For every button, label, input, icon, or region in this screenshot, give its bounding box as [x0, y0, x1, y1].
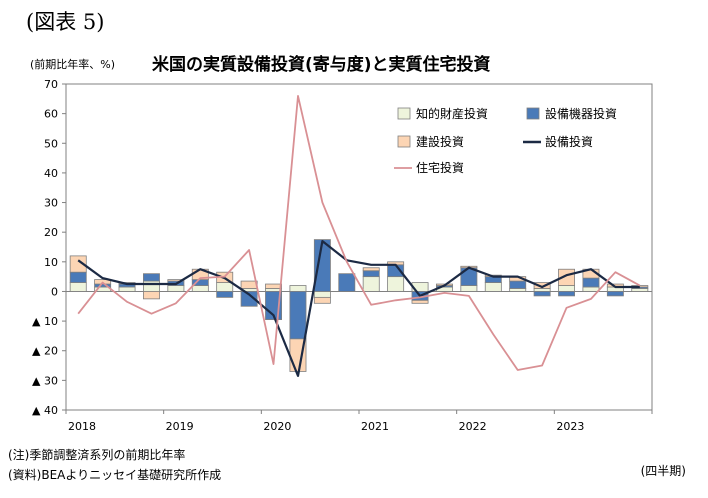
- bar-ip: [167, 285, 185, 292]
- plot-frame: [65, 83, 653, 411]
- legend-label: 設備機器投資: [545, 106, 617, 121]
- bar-structures: [265, 283, 282, 289]
- bar-equipment: [216, 291, 234, 298]
- source-note: (資料)BEAよりニッセイ基礎研究所作成: [8, 468, 222, 482]
- bar-equipment: [240, 291, 258, 307]
- bar-ip: [362, 276, 380, 292]
- y-tick-label: 0: [51, 285, 58, 298]
- bar-ip: [631, 288, 649, 292]
- bar-structures: [533, 282, 551, 289]
- y-tick-label: 40: [44, 167, 58, 180]
- legend-label: 建設投資: [416, 134, 464, 149]
- bar-ip: [582, 286, 600, 292]
- bar-ip: [191, 285, 209, 292]
- bar-equipment: [362, 270, 380, 278]
- x-tick-label: 2020: [263, 420, 291, 433]
- period-label: (四半期): [640, 464, 686, 478]
- y-tick-label: ▲ 20: [32, 345, 58, 358]
- bar-ip: [289, 285, 307, 292]
- y-tick-label: 50: [44, 137, 58, 150]
- unit-label: (前期比年率、%): [30, 58, 116, 71]
- bar-ip: [216, 282, 234, 292]
- y-tick-label: 30: [44, 197, 58, 210]
- bar-ip: [533, 288, 551, 292]
- legend-swatch: [397, 135, 411, 148]
- bar-structures: [411, 299, 429, 304]
- legend-label: 知的財産投資: [416, 106, 488, 121]
- y-tick-label: ▲ 30: [32, 374, 58, 387]
- bar-structures: [143, 291, 160, 300]
- bar-equipment: [606, 291, 624, 297]
- legend-label: 住宅投資: [416, 160, 464, 175]
- y-tick-label: 20: [44, 226, 58, 239]
- legend-swatch: [397, 107, 411, 120]
- bar-equipment: [289, 291, 307, 340]
- y-tick-label: ▲ 10: [32, 315, 58, 328]
- bar-equipment: [509, 280, 527, 289]
- bar-structures: [69, 255, 87, 273]
- bar-equipment: [143, 273, 160, 282]
- bar-structures: [362, 267, 380, 272]
- bar-ip: [460, 285, 478, 292]
- x-tick-label: 2021: [361, 420, 389, 433]
- y-tick-label: 10: [44, 256, 58, 269]
- bar-equipment: [313, 239, 331, 292]
- x-tick-label: 2022: [459, 420, 487, 433]
- line-business-investment: [77, 240, 640, 377]
- figure-label: (図表 5): [26, 10, 105, 34]
- bar-ip: [69, 282, 87, 292]
- bar-equipment: [338, 273, 356, 292]
- bar-equipment: [533, 291, 551, 297]
- bar-ip: [143, 280, 160, 292]
- chart-title: 米国の実質設備投資(寄与度)と実質住宅投資: [152, 55, 491, 75]
- x-tick-label: 2019: [166, 420, 194, 433]
- legend-swatch: [526, 107, 540, 120]
- bar-equipment: [69, 271, 87, 283]
- bar-ip: [558, 285, 575, 292]
- footnote: (注)季節調整済系列の前期比年率: [8, 448, 186, 462]
- y-tick-label: ▲ 40: [32, 404, 58, 417]
- bar-ip: [265, 288, 282, 292]
- bar-equipment: [558, 291, 575, 297]
- legend-label: 設備投資: [545, 134, 593, 149]
- bar-ip: [509, 288, 527, 292]
- y-tick-label: 60: [44, 108, 58, 121]
- bar-structures: [313, 296, 331, 304]
- y-tick-label: 70: [44, 78, 58, 91]
- x-tick-label: 2018: [68, 420, 96, 433]
- bar-ip: [118, 286, 136, 292]
- line-residential-investment: [77, 95, 641, 371]
- bar-ip: [484, 282, 502, 292]
- bar-ip: [387, 276, 405, 292]
- bar-structures: [240, 280, 258, 289]
- bar-equipment: [582, 277, 600, 288]
- x-tick-label: 2023: [556, 420, 584, 433]
- bar-ip: [313, 291, 331, 298]
